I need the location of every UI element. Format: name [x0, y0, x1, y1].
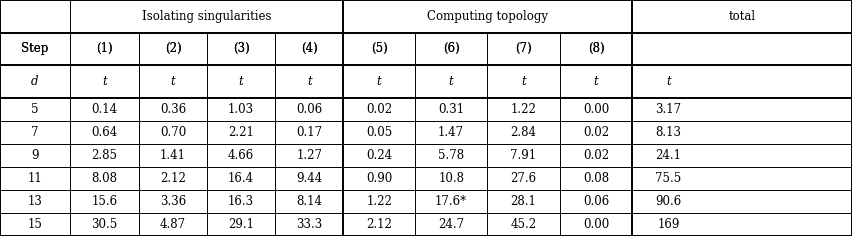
Text: 0.31: 0.31 [438, 103, 464, 116]
Text: 75.5: 75.5 [655, 172, 682, 185]
Text: (4): (4) [301, 42, 318, 55]
Text: 2.21: 2.21 [228, 126, 254, 139]
Text: 0.02: 0.02 [366, 103, 392, 116]
Text: 0.06: 0.06 [583, 195, 609, 208]
Text: 11: 11 [27, 172, 43, 185]
Text: Step: Step [21, 42, 49, 55]
Text: d: d [32, 75, 38, 88]
Text: (2): (2) [164, 42, 181, 55]
Text: 0.64: 0.64 [91, 126, 118, 139]
Text: 15: 15 [27, 218, 43, 231]
Text: t: t [666, 75, 671, 88]
Text: t: t [594, 75, 598, 88]
Text: 15.6: 15.6 [91, 195, 118, 208]
Text: 5: 5 [32, 103, 38, 116]
Text: 30.5: 30.5 [91, 218, 118, 231]
Text: 24.1: 24.1 [655, 149, 682, 162]
Text: t: t [377, 75, 382, 88]
Text: 5.78: 5.78 [438, 149, 464, 162]
Text: Step: Step [21, 42, 49, 55]
Text: 0.00: 0.00 [583, 218, 609, 231]
Text: 0.36: 0.36 [160, 103, 186, 116]
Text: (7): (7) [515, 42, 532, 55]
Text: 45.2: 45.2 [510, 218, 537, 231]
Text: (4): (4) [301, 42, 318, 55]
Text: 28.1: 28.1 [510, 195, 537, 208]
Text: 24.7: 24.7 [438, 218, 464, 231]
Text: t: t [449, 75, 453, 88]
Text: 1.03: 1.03 [228, 103, 254, 116]
Text: 0.08: 0.08 [583, 172, 609, 185]
Text: 17.6*: 17.6* [435, 195, 467, 208]
Text: 0.05: 0.05 [366, 126, 392, 139]
Text: (6): (6) [443, 42, 459, 55]
Text: (8): (8) [588, 42, 604, 55]
Text: t: t [102, 75, 106, 88]
Text: 0.00: 0.00 [583, 103, 609, 116]
Text: t: t [170, 75, 176, 88]
Text: 0.02: 0.02 [583, 126, 609, 139]
Text: 33.3: 33.3 [296, 218, 322, 231]
Text: 8.14: 8.14 [296, 195, 322, 208]
Text: 169: 169 [657, 218, 680, 231]
Text: 1.22: 1.22 [366, 195, 392, 208]
Text: (3): (3) [233, 42, 250, 55]
Text: (5): (5) [371, 42, 388, 55]
Text: (2): (2) [164, 42, 181, 55]
Text: 90.6: 90.6 [655, 195, 682, 208]
Text: (8): (8) [588, 42, 604, 55]
Text: Isolating singularities: Isolating singularities [142, 10, 271, 23]
Text: 1.27: 1.27 [296, 149, 322, 162]
Text: (7): (7) [515, 42, 532, 55]
Text: 0.70: 0.70 [160, 126, 186, 139]
Text: (5): (5) [371, 42, 388, 55]
Text: 13: 13 [27, 195, 43, 208]
Text: 2.12: 2.12 [160, 172, 186, 185]
Text: 0.17: 0.17 [296, 126, 322, 139]
Text: 16.4: 16.4 [228, 172, 254, 185]
Text: 8.13: 8.13 [655, 126, 682, 139]
Text: 8.08: 8.08 [91, 172, 118, 185]
Text: 1.22: 1.22 [510, 103, 537, 116]
Text: 1.47: 1.47 [438, 126, 464, 139]
Text: 4.87: 4.87 [160, 218, 186, 231]
Text: t: t [239, 75, 244, 88]
Text: (1): (1) [96, 42, 112, 55]
Text: 7: 7 [32, 126, 38, 139]
Text: (3): (3) [233, 42, 250, 55]
Text: 27.6: 27.6 [510, 172, 537, 185]
Text: 0.24: 0.24 [366, 149, 392, 162]
Text: 0.14: 0.14 [91, 103, 118, 116]
Text: 10.8: 10.8 [438, 172, 464, 185]
Text: t: t [521, 75, 526, 88]
Text: Computing topology: Computing topology [427, 10, 549, 23]
Text: 1.41: 1.41 [160, 149, 186, 162]
Text: t: t [307, 75, 312, 88]
Text: 3.17: 3.17 [655, 103, 682, 116]
Text: 9.44: 9.44 [296, 172, 322, 185]
Text: 9: 9 [32, 149, 38, 162]
Text: 2.85: 2.85 [91, 149, 118, 162]
Text: 0.02: 0.02 [583, 149, 609, 162]
Text: 0.06: 0.06 [296, 103, 322, 116]
Text: 2.12: 2.12 [366, 218, 392, 231]
Text: 16.3: 16.3 [228, 195, 254, 208]
Text: 2.84: 2.84 [510, 126, 537, 139]
Text: 3.36: 3.36 [160, 195, 186, 208]
Text: 7.91: 7.91 [510, 149, 537, 162]
Text: (1): (1) [96, 42, 112, 55]
Text: 0.90: 0.90 [366, 172, 392, 185]
Text: total: total [728, 10, 756, 23]
Text: 29.1: 29.1 [228, 218, 254, 231]
Text: (6): (6) [443, 42, 459, 55]
Text: 4.66: 4.66 [228, 149, 254, 162]
